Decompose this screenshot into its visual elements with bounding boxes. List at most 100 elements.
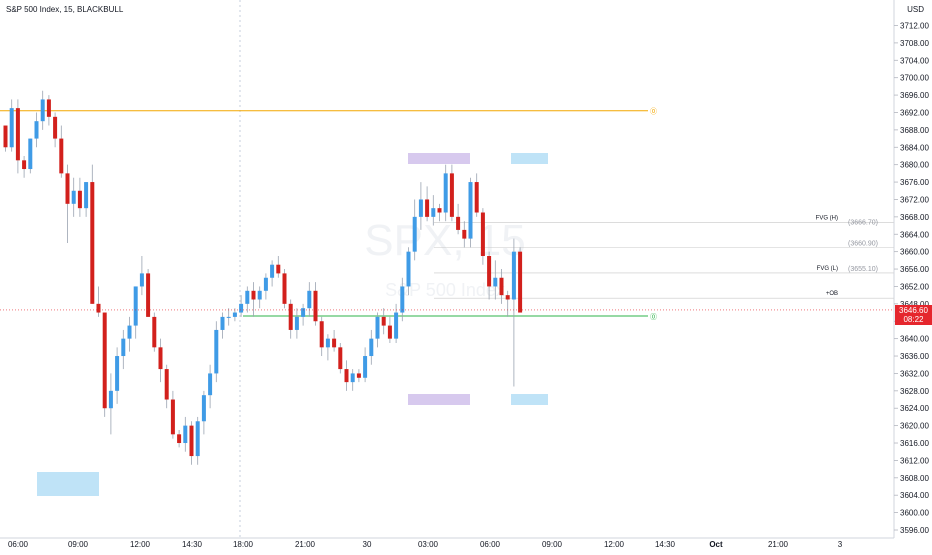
y-tick-label: 3648.00	[900, 300, 929, 309]
y-tick-label: 3616.00	[900, 439, 929, 448]
x-tick-label: 14:30	[182, 540, 203, 549]
candle-body	[505, 295, 510, 300]
candle-body	[375, 316, 380, 339]
candle-body	[437, 208, 442, 213]
session-box-top-purple	[408, 153, 470, 164]
zones-layer	[37, 153, 548, 496]
y-tick-label: 3652.00	[900, 282, 929, 291]
candle-body	[28, 138, 33, 170]
candle-body	[115, 356, 120, 391]
session-box-bottom-purple	[408, 394, 470, 405]
candle-body	[270, 264, 275, 278]
candle-body	[301, 308, 306, 317]
candle-body	[406, 251, 411, 287]
candle-body	[431, 208, 436, 217]
candle-body	[251, 290, 256, 300]
candle-body	[146, 273, 151, 317]
candle-body	[214, 329, 219, 374]
candle-body	[381, 316, 386, 326]
candle-body	[276, 264, 281, 274]
price-axis[interactable]: 3596.00 3600.00 3604.00 3608.00 3612.00 3616.…	[893, 0, 932, 538]
candles-layer	[3, 90, 523, 465]
candle-body	[332, 338, 337, 348]
y-tick-label: 3656.00	[900, 265, 929, 274]
y-tick-label: 3712.00	[900, 22, 929, 31]
candle-body	[387, 325, 392, 339]
candle-body	[220, 316, 225, 330]
y-tick-label: 3632.00	[900, 369, 929, 378]
watermark-description: S&P 500 Index	[385, 280, 505, 300]
candle-body	[480, 212, 485, 257]
y-tick-label: 3600.00	[900, 509, 929, 518]
fvg-low-level-label: FVG (L)	[817, 266, 838, 272]
y-tick-label: 3612.00	[900, 456, 929, 465]
y-tick-label: 3624.00	[900, 404, 929, 413]
x-tick-label: 09:00	[542, 540, 563, 549]
candle-body	[195, 421, 200, 457]
session-box-bottom-blue	[511, 394, 548, 405]
candle-body	[102, 312, 107, 409]
x-tick-label: 12:00	[130, 540, 151, 549]
watermark: SPX, 15 S&P 500 Index	[364, 216, 525, 300]
candle-body	[59, 138, 64, 174]
x-tick-label: 30	[363, 540, 372, 549]
y-tick-label: 3664.00	[900, 230, 929, 239]
candle-body	[53, 116, 58, 139]
candle-body	[232, 312, 237, 317]
candle-body	[133, 286, 138, 326]
candle-body	[319, 321, 324, 348]
candle-body	[15, 108, 20, 161]
x-tick-label: 09:00	[68, 540, 89, 549]
x-tick-label: 3	[838, 540, 843, 549]
candle-body	[288, 303, 293, 330]
candle-body	[164, 369, 169, 400]
candle-body	[282, 273, 287, 304]
candle-body	[226, 316, 231, 318]
candle-body	[65, 173, 70, 204]
y-tick-label: 3680.00	[900, 161, 929, 170]
candle-body	[245, 290, 250, 304]
y-tick-label: 3668.00	[900, 213, 929, 222]
candle-body	[313, 290, 318, 322]
candle-body	[356, 373, 361, 378]
candle-body	[9, 108, 14, 148]
candle-body	[96, 303, 101, 313]
y-tick-label: 3700.00	[900, 74, 929, 83]
candle-body	[363, 356, 368, 378]
y-tick-label: 3708.00	[900, 39, 929, 48]
candle-body	[462, 229, 467, 239]
candle-body	[108, 390, 113, 409]
mid-level-value: (3660.90)	[848, 241, 878, 248]
x-tick-label: 14:30	[655, 540, 676, 549]
candle-body	[3, 125, 8, 148]
y-tick-label: 3660.00	[900, 248, 929, 257]
candle-body	[257, 290, 262, 300]
candle-body	[127, 325, 132, 339]
x-tick-label: 21:00	[295, 540, 316, 549]
candle-body	[121, 338, 126, 357]
currency-label[interactable]: USD	[907, 5, 924, 14]
candle-body	[201, 395, 206, 422]
x-tick-label: 18:00	[233, 540, 254, 549]
ob-level-marker: ⓪	[650, 313, 657, 321]
time-axis[interactable]: 06:00 09:00 12:00 14:30 18:00 21:00 30 03:00 06:…	[0, 537, 932, 550]
candle-body	[350, 373, 355, 383]
y-tick-label: 3608.00	[900, 474, 929, 483]
x-tick-label: 06:00	[480, 540, 501, 549]
x-tick-label: 06:00	[8, 540, 29, 549]
x-tick-label: 03:00	[418, 540, 439, 549]
candle-body	[177, 434, 182, 444]
orange-level-marker: ⓪	[650, 108, 657, 116]
candle-body	[152, 316, 157, 348]
candle-body	[493, 277, 498, 287]
candle-body	[294, 316, 299, 330]
candle-body	[90, 182, 95, 304]
candle-body	[34, 121, 39, 139]
y-tick-label: 3628.00	[900, 387, 929, 396]
bar-countdown: 08:22	[903, 315, 924, 324]
levels-layer: ⓪ ⓪ FVG (H) (3666.70) (3660.90) FVG (L) (3655.…	[0, 108, 894, 321]
x-tick-label: 21:00	[768, 540, 789, 549]
candle-body	[400, 286, 405, 313]
symbol-title[interactable]: S&P 500 Index, 15, BLACKBULL	[6, 5, 124, 14]
